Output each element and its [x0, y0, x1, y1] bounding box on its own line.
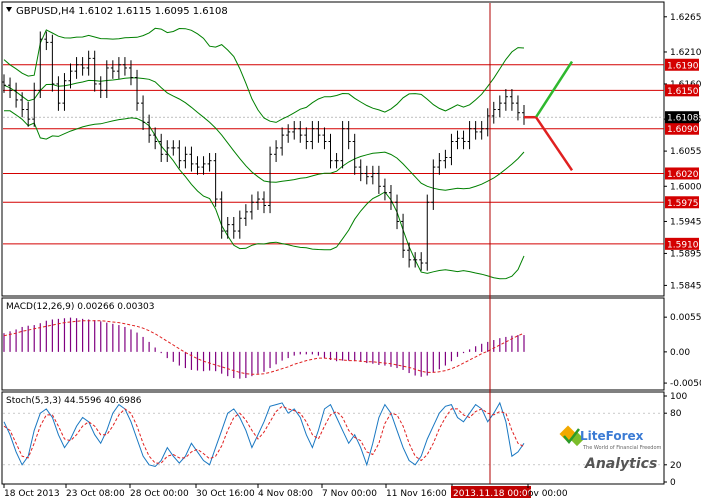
- level-label: 1.6090: [667, 125, 699, 135]
- level-label: 1.6190: [667, 61, 699, 71]
- time-tick-label: 30 Oct 16:00: [196, 489, 255, 499]
- level-label: 1.6150: [667, 87, 699, 97]
- stoch-tick-label: 0: [670, 478, 676, 488]
- level-label-box: [665, 84, 699, 97]
- stoch-tick-label: 80: [670, 409, 682, 419]
- macd-axis: 0.00557 0.00 -0.00501: [664, 313, 701, 389]
- price-bars: [2, 31, 526, 271]
- price-tick-label: 1.6055: [670, 147, 701, 157]
- level-label-box: [665, 58, 699, 71]
- price-tick-label: 1.5895: [670, 249, 701, 259]
- forecast-lines: [524, 60, 574, 171]
- level-labels: 1.6190 1.6150 1.6090 1.6020 1.5975 1.5910 1.61…: [665, 58, 699, 250]
- stoch-signal: [3, 405, 525, 464]
- price-panel-title: GBPUSD,H4 1.6102 1.6115 1.6095 1.6108: [16, 6, 228, 17]
- price-tick-label: 1.6265: [670, 13, 701, 23]
- macd-tick-label: 0.00557: [670, 313, 701, 323]
- level-label: 1.5975: [667, 199, 699, 209]
- forecast-up: [534, 60, 574, 118]
- level-label-box: [665, 167, 699, 180]
- stoch-panel-frame: [1, 391, 665, 485]
- time-tick-label: 28 Oct 00:00: [130, 489, 189, 499]
- logo-brand: LiteForex: [580, 429, 644, 443]
- stoch-axis: 100 80 20 0: [664, 392, 687, 488]
- stoch-tick-label: 20: [670, 461, 682, 471]
- price-panel-frame: [1, 1, 665, 297]
- level-label-box: [665, 196, 699, 209]
- time-tick-label-highlighted: 2013.11.18 00:00: [453, 489, 534, 499]
- logo-tagline: The World of Financial Freedom: [582, 445, 662, 451]
- level-label: 1.6020: [667, 170, 699, 180]
- stoch-tick-label: 100: [670, 392, 687, 402]
- logo-icon: [559, 425, 585, 447]
- level-label: 1.5910: [667, 240, 699, 250]
- time-tick-label: 18 Oct 2013: [4, 489, 60, 499]
- macd-panel-title: MACD(12,26,9) 0.00266 0.00303: [6, 302, 155, 312]
- time-tick-label: 11 Nov 16:00: [386, 489, 447, 499]
- price-tick-label: 1.6210: [670, 48, 701, 58]
- stoch-main: [3, 401, 525, 468]
- panel-arrow-icon: [6, 7, 12, 12]
- band-upper: [3, 27, 525, 123]
- time-axis: 18 Oct 2013 23 Oct 08:00 28 Oct 00:00 30 Oc…: [3, 484, 568, 499]
- current-price-label: 1.6108: [667, 114, 699, 124]
- macd-signal-path: [3, 320, 525, 375]
- price-tick-label: 1.6000: [670, 182, 701, 192]
- time-tick-label: 7 Nov 00:00: [322, 489, 377, 499]
- time-highlight-box: [451, 486, 531, 498]
- band-lower: [4, 110, 525, 280]
- macd-signal-line: [3, 320, 525, 375]
- stoch-panel-title: Stoch(5,3,3) 44.5596 40.6986: [6, 396, 142, 406]
- level-label-box: [665, 237, 699, 250]
- price-tick-label: 1.5945: [670, 217, 701, 227]
- time-tick-label: 23 Oct 08:00: [66, 489, 125, 499]
- time-tick-label: 4 Nov 08:00: [258, 489, 313, 499]
- macd-tick-label: 0.00: [670, 348, 690, 358]
- current-price-box: [665, 111, 699, 124]
- stoch-lines: [3, 401, 525, 468]
- price-tick-label: 1.5845: [670, 281, 701, 291]
- level-label-box: [665, 122, 699, 135]
- band-middle: [3, 77, 525, 191]
- liteforex-logo: LiteForex The World of Financial Freedom…: [559, 425, 662, 472]
- bollinger-bands: [3, 27, 525, 280]
- forecast-down: [534, 116, 574, 171]
- time-tick-label: ov 00:00: [528, 489, 568, 499]
- macd-tick-label: -0.00501: [670, 379, 701, 389]
- logo-subtitle: Analytics: [584, 456, 657, 472]
